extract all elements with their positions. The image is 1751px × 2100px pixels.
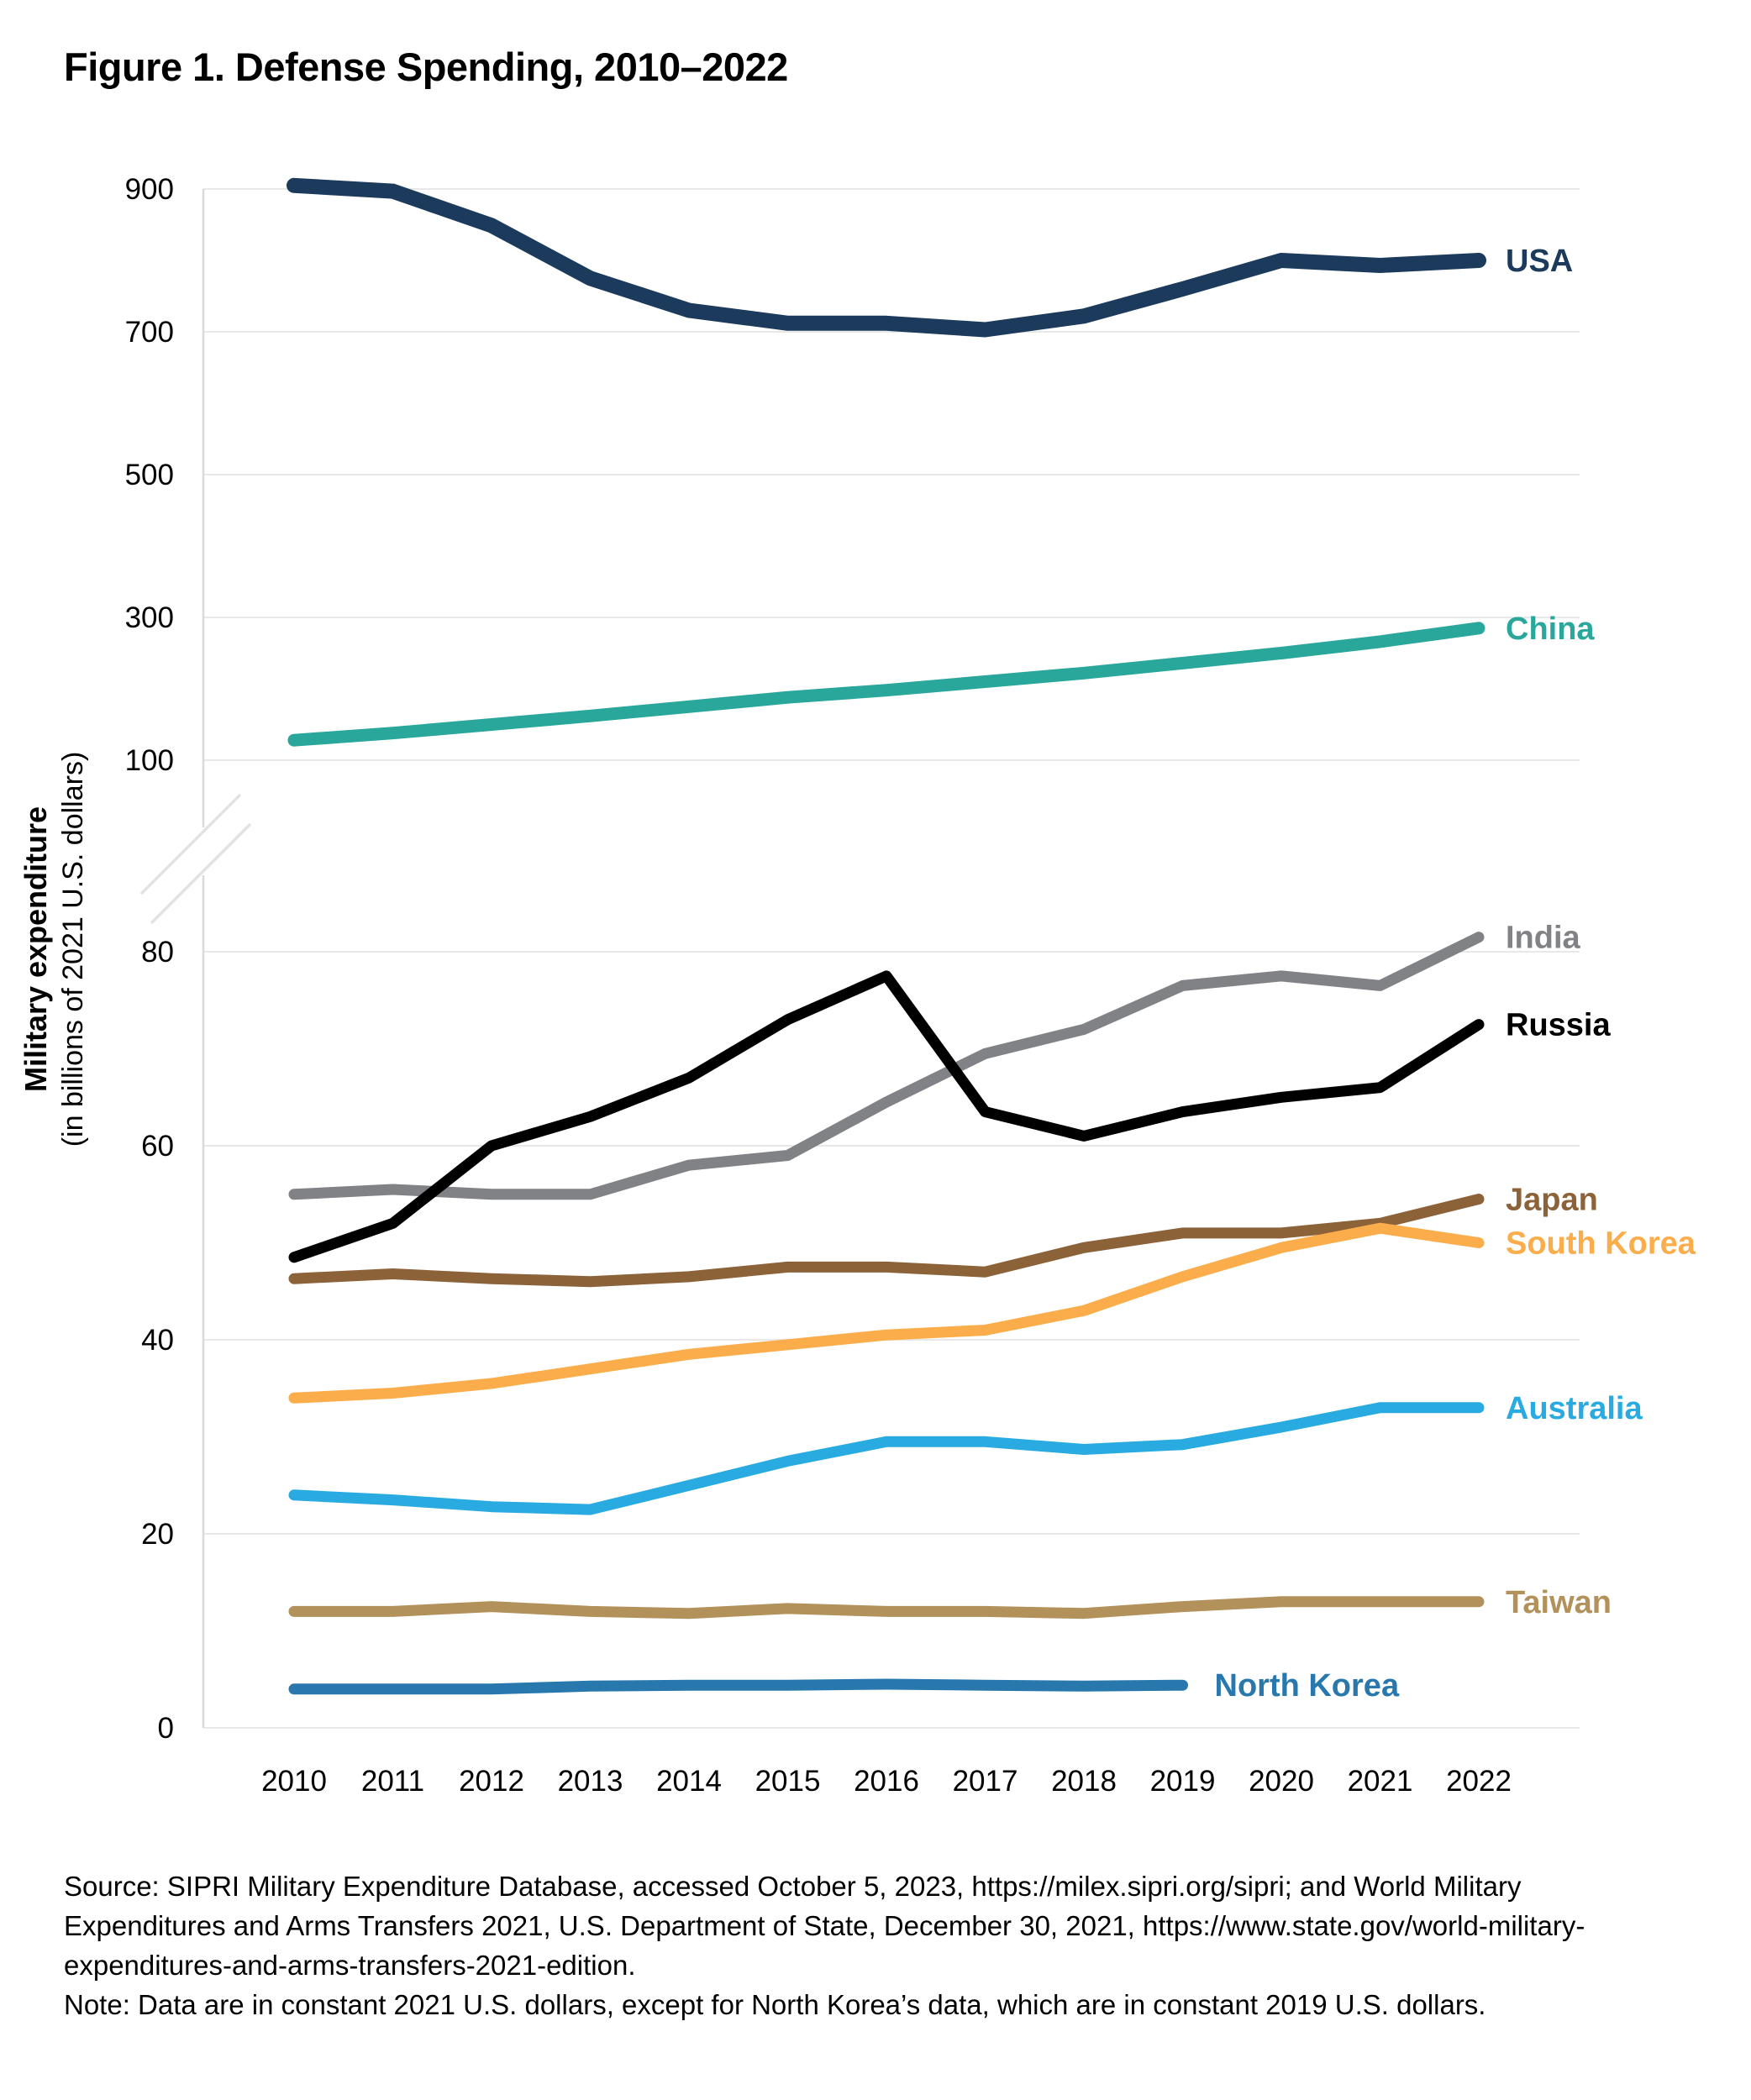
series-line-south-korea bbox=[288, 1222, 1485, 1404]
x-tick-label: 2016 bbox=[854, 1765, 919, 1798]
series-label-india: India bbox=[1506, 921, 1581, 956]
source-line-1: Source: SIPRI Military Expenditure Datab… bbox=[64, 1871, 1522, 1902]
x-tick-label: 2010 bbox=[261, 1765, 327, 1798]
series-line-taiwan bbox=[288, 1596, 1485, 1620]
y-tick-label: 20 bbox=[141, 1518, 174, 1551]
series-label-japan: Japan bbox=[1506, 1183, 1598, 1218]
source-line-3: expenditures-and-arms-transfers-2021-edi… bbox=[64, 1950, 636, 1981]
x-tick-label: 2020 bbox=[1249, 1765, 1314, 1798]
series-line-usa bbox=[287, 177, 1486, 338]
x-tick-label: 2013 bbox=[558, 1765, 623, 1798]
x-tick-label: 2022 bbox=[1446, 1765, 1512, 1798]
series-line-china bbox=[287, 622, 1485, 747]
source-note: Source: SIPRI Military Expenditure Datab… bbox=[64, 1866, 1723, 2024]
series-label-north-korea: North Korea bbox=[1215, 1668, 1400, 1704]
series-label-south-korea: South Korea bbox=[1506, 1226, 1696, 1262]
y-tick-label: 80 bbox=[141, 936, 174, 969]
series-line-india bbox=[288, 932, 1485, 1200]
figure-title: Figure 1. Defense Spending, 2010–2022 bbox=[64, 45, 788, 89]
y-tick-label: 500 bbox=[125, 459, 174, 491]
series-line-japan bbox=[288, 1194, 1485, 1288]
y-tick-label: 700 bbox=[125, 316, 174, 349]
series-label-taiwan: Taiwan bbox=[1506, 1585, 1612, 1620]
note-line: Note: Data are in constant 2021 U.S. dol… bbox=[64, 1989, 1486, 2020]
x-tick-label: 2015 bbox=[755, 1765, 821, 1798]
x-tick-label: 2021 bbox=[1348, 1765, 1413, 1798]
x-tick-label: 2011 bbox=[361, 1765, 424, 1798]
series-label-china: China bbox=[1506, 612, 1595, 647]
x-tick-label: 2019 bbox=[1150, 1765, 1216, 1798]
y-tick-label: 100 bbox=[125, 744, 174, 777]
y-tick-label: 40 bbox=[141, 1324, 174, 1357]
axis-break-mark bbox=[150, 822, 252, 925]
series-label-australia: Australia bbox=[1506, 1391, 1643, 1426]
y-tick-label: 60 bbox=[141, 1130, 174, 1163]
series-line-russia bbox=[288, 970, 1485, 1263]
x-tick-label: 2012 bbox=[459, 1765, 524, 1798]
x-tick-label: 2018 bbox=[1051, 1765, 1117, 1798]
x-tick-label: 2017 bbox=[953, 1765, 1018, 1798]
series-line-north-korea bbox=[288, 1678, 1188, 1695]
series-label-russia: Russia bbox=[1506, 1008, 1611, 1043]
source-line-2: Expenditures and Arms Transfers 2021, U.… bbox=[64, 1910, 1585, 1941]
defense-spending-line-chart: 900 700 500 300 100 80 60 40 20 0 2010 2011 2012 2013… bbox=[125, 173, 1696, 1798]
series-line-australia bbox=[288, 1402, 1485, 1515]
x-tick-label: 2014 bbox=[656, 1765, 722, 1798]
series-label-usa: USA bbox=[1506, 244, 1573, 279]
y-tick-label: 300 bbox=[125, 601, 174, 634]
y-tick-label: 0 bbox=[158, 1712, 174, 1745]
axis-break-mark bbox=[139, 793, 242, 895]
y-tick-label: 900 bbox=[125, 173, 174, 206]
